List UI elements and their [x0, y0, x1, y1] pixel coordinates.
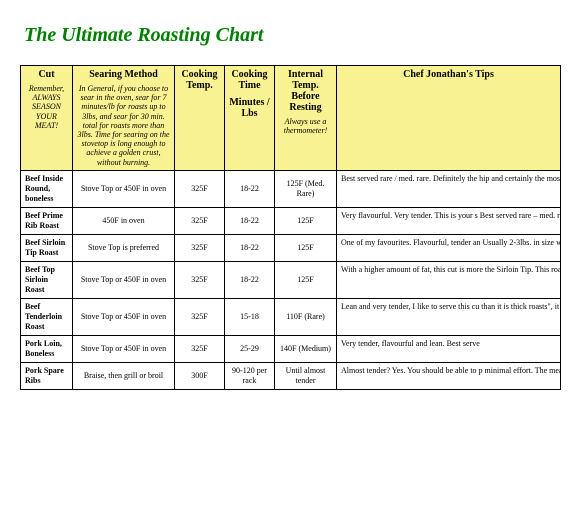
- cell-internal: 125F: [275, 234, 337, 261]
- cell-internal: Until almost tender: [275, 362, 337, 389]
- cell-tips: Very flavourful. Very tender. This is yo…: [337, 207, 561, 234]
- cell-tips: Almost tender? Yes. You should be able t…: [337, 362, 561, 389]
- cell-time: 15-18: [225, 298, 275, 335]
- col-cut: Cut Remember, ALWAYS SEASON YOUR MEAT!: [21, 66, 73, 171]
- cell-tips: Lean and very tender, I like to serve th…: [337, 298, 561, 335]
- table-row: Pork Spare RibsBraise, then grill or bro…: [21, 362, 561, 389]
- cell-internal: 110F (Rare): [275, 298, 337, 335]
- cell-sear: 450F in oven: [73, 207, 175, 234]
- cell-sear: Stove Top or 450F in oven: [73, 261, 175, 298]
- col-searing-sub: In General, if you choose to sear in the…: [77, 84, 170, 167]
- cell-sear: Stove Top or 450F in oven: [73, 170, 175, 207]
- col-cut-sub: Remember, ALWAYS SEASON YOUR MEAT!: [25, 84, 68, 130]
- cell-time: 18-22: [225, 234, 275, 261]
- cell-internal: 140F (Medium): [275, 335, 337, 362]
- cell-tips: With a higher amount of fat, this cut is…: [337, 261, 561, 298]
- table-header-row: Cut Remember, ALWAYS SEASON YOUR MEAT! S…: [21, 66, 561, 171]
- cell-tips: One of my favourites. Flavourful, tender…: [337, 234, 561, 261]
- col-cooktime-sub: Minutes / Lbs: [229, 97, 270, 119]
- cell-temp: 325F: [175, 207, 225, 234]
- cell-time: 90-120 per rack: [225, 362, 275, 389]
- table-row: Beef Top Sirloin RoastStove Top or 450F …: [21, 261, 561, 298]
- cell-temp: 325F: [175, 335, 225, 362]
- cell-time: 25-29: [225, 335, 275, 362]
- cell-cut: Pork Loin, Boneless: [21, 335, 73, 362]
- table-row: Beef Inside Round, bonelessStove Top or …: [21, 170, 561, 207]
- cell-sear: Braise, then grill or broil: [73, 362, 175, 389]
- table-body: Beef Inside Round, bonelessStove Top or …: [21, 170, 561, 389]
- cell-cut: Beef Inside Round, boneless: [21, 170, 73, 207]
- col-cooktime-label: Cooking Time: [231, 69, 267, 91]
- col-cooktemp-label: Cooking Temp.: [181, 69, 217, 91]
- cell-cut: Beef Prime Rib Roast: [21, 207, 73, 234]
- cell-sear: Stove Top is preferred: [73, 234, 175, 261]
- cell-internal: 125F: [275, 207, 337, 234]
- cell-sear: Stove Top or 450F in oven: [73, 335, 175, 362]
- cell-cut: Beef Top Sirloin Roast: [21, 261, 73, 298]
- cell-temp: 325F: [175, 170, 225, 207]
- col-cooktime: Cooking Time Minutes / Lbs: [225, 66, 275, 171]
- col-cut-label: Cut: [38, 69, 54, 80]
- col-searing-label: Searing Method: [89, 69, 158, 80]
- table-row: Beef Prime Rib Roast450F in oven325F18-2…: [21, 207, 561, 234]
- cell-cut: Beef Sirloin Tip Roast: [21, 234, 73, 261]
- roasting-table: Cut Remember, ALWAYS SEASON YOUR MEAT! S…: [20, 65, 561, 390]
- cell-time: 18-22: [225, 207, 275, 234]
- cell-internal: 125F (Med. Rare): [275, 170, 337, 207]
- table-row: Pork Loin, BonelessStove Top or 450F in …: [21, 335, 561, 362]
- table-row: Beef Sirloin Tip RoastStove Top is prefe…: [21, 234, 561, 261]
- cell-tips: Very tender, flavourful and lean. Best s…: [337, 335, 561, 362]
- col-internal-sub: Always use a thermometer!: [279, 117, 332, 135]
- col-internal: Internal Temp. Before Resting Always use…: [275, 66, 337, 171]
- cell-tips: Best served rare / med. rare. Definitely…: [337, 170, 561, 207]
- cell-sear: Stove Top or 450F in oven: [73, 298, 175, 335]
- col-searing: Searing Method In General, if you choose…: [73, 66, 175, 171]
- page-title: The Ultimate Roasting Chart: [24, 24, 560, 47]
- cell-internal: 125F: [275, 261, 337, 298]
- cell-time: 18-22: [225, 170, 275, 207]
- cell-temp: 300F: [175, 362, 225, 389]
- table-row: Beef Tenderloin RoastStove Top or 450F i…: [21, 298, 561, 335]
- col-tips-label: Chef Jonathan's Tips: [403, 69, 494, 80]
- cell-cut: Pork Spare Ribs: [21, 362, 73, 389]
- cell-temp: 325F: [175, 298, 225, 335]
- col-tips: Chef Jonathan's Tips: [337, 66, 561, 171]
- cell-temp: 325F: [175, 234, 225, 261]
- col-cooktemp: Cooking Temp.: [175, 66, 225, 171]
- col-internal-label: Internal Temp. Before Resting: [288, 69, 323, 113]
- cell-temp: 325F: [175, 261, 225, 298]
- cell-cut: Beef Tenderloin Roast: [21, 298, 73, 335]
- cell-time: 18-22: [225, 261, 275, 298]
